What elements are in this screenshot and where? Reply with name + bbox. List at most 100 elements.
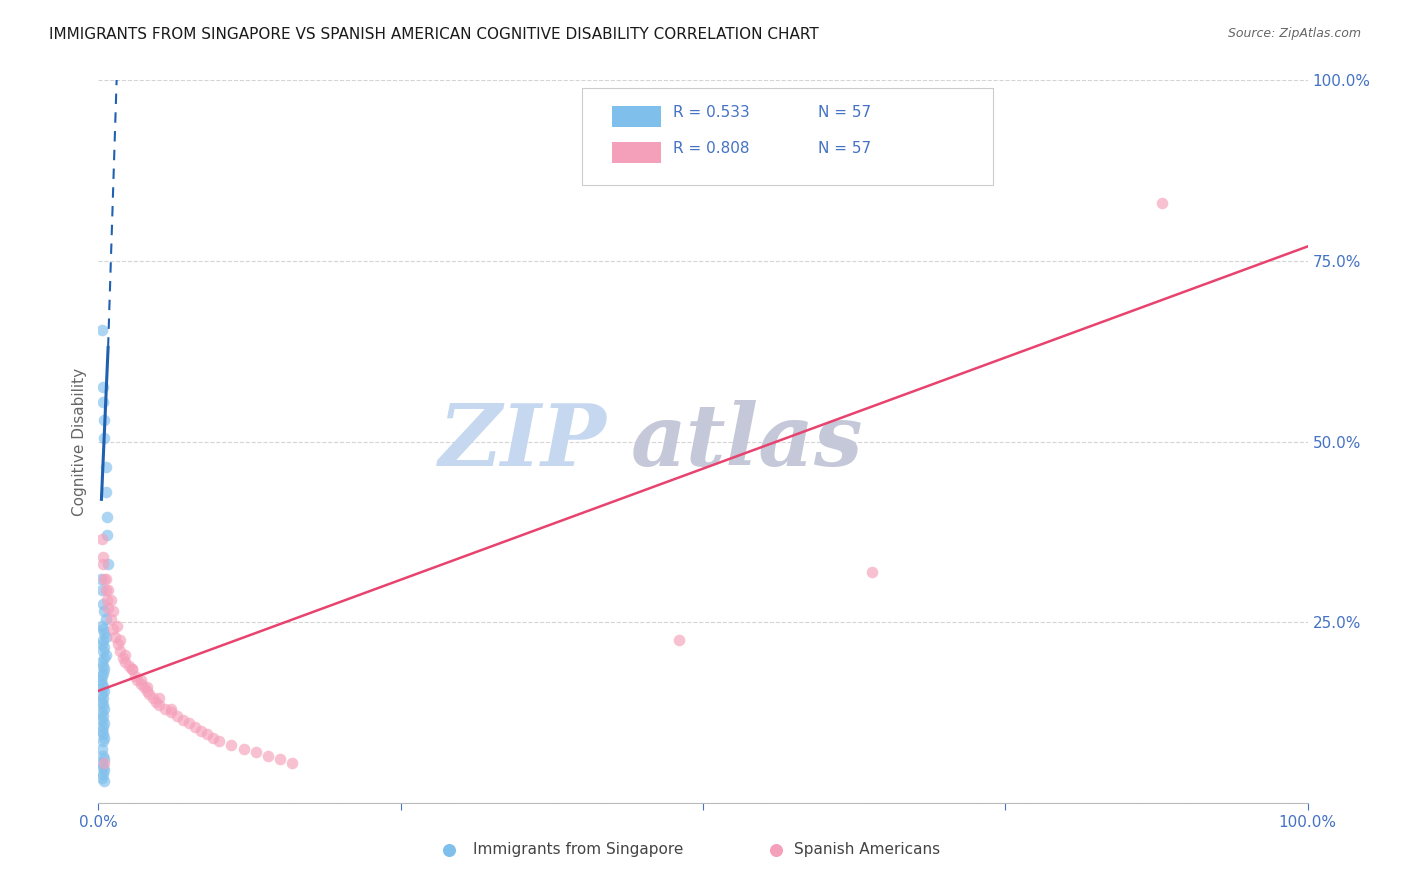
Point — [118, 658, 141, 673]
Point — [91, 394, 114, 409]
Point — [94, 611, 117, 625]
Text: IMMIGRANTS FROM SINGAPORE VS SPANISH AMERICAN COGNITIVE DISABILITY CORRELATION C: IMMIGRANTS FROM SINGAPORE VS SPANISH AME… — [49, 27, 818, 42]
Point — [245, 745, 267, 759]
Point — [91, 550, 114, 565]
Point — [135, 683, 157, 698]
Point — [93, 752, 115, 766]
Point — [101, 604, 124, 618]
Point — [101, 623, 124, 637]
Point — [94, 459, 117, 474]
Point — [91, 727, 114, 741]
Point — [94, 485, 117, 500]
Point — [129, 676, 152, 690]
Point — [160, 702, 183, 716]
Point — [108, 644, 131, 658]
Point — [91, 734, 114, 748]
Point — [91, 582, 114, 597]
Point — [91, 698, 114, 713]
Point — [94, 648, 117, 662]
Point — [91, 644, 114, 658]
Point — [281, 756, 304, 770]
Text: R = 0.533: R = 0.533 — [672, 105, 749, 120]
Point — [91, 706, 114, 720]
Point — [97, 600, 120, 615]
Point — [91, 619, 114, 633]
Point — [121, 662, 143, 676]
Point — [91, 665, 114, 680]
Point — [91, 720, 114, 734]
Point — [93, 731, 115, 745]
Point — [114, 655, 136, 669]
Point — [765, 843, 787, 857]
Point — [179, 716, 201, 731]
Text: ZIP: ZIP — [439, 400, 606, 483]
Point — [93, 626, 115, 640]
Y-axis label: Cognitive Disability: Cognitive Disability — [72, 368, 87, 516]
Point — [195, 727, 218, 741]
Point — [94, 630, 117, 644]
Point — [184, 720, 207, 734]
Point — [148, 691, 170, 706]
Point — [166, 709, 188, 723]
Point — [93, 604, 115, 618]
Point — [91, 695, 114, 709]
Point — [142, 691, 165, 706]
Point — [91, 633, 114, 648]
Point — [93, 764, 115, 778]
Point — [148, 698, 170, 713]
Point — [160, 706, 183, 720]
Point — [93, 640, 115, 655]
Point — [153, 702, 176, 716]
Point — [91, 380, 114, 394]
Point — [91, 623, 114, 637]
Point — [111, 651, 134, 665]
FancyBboxPatch shape — [613, 142, 661, 163]
Point — [94, 582, 117, 597]
Point — [96, 510, 118, 524]
Point — [91, 767, 114, 781]
Point — [91, 709, 114, 723]
Point — [91, 658, 114, 673]
Point — [91, 760, 114, 774]
Point — [108, 633, 131, 648]
Point — [93, 572, 115, 586]
Point — [172, 713, 194, 727]
Point — [93, 662, 115, 676]
Point — [96, 528, 118, 542]
Point — [91, 756, 114, 770]
FancyBboxPatch shape — [582, 87, 993, 185]
Point — [860, 565, 883, 579]
Point — [202, 731, 225, 745]
Point — [91, 741, 114, 756]
Text: R = 0.808: R = 0.808 — [672, 142, 749, 156]
Point — [96, 593, 118, 607]
Point — [221, 738, 243, 752]
Text: Source: ZipAtlas.com: Source: ZipAtlas.com — [1227, 27, 1361, 40]
Point — [91, 597, 114, 611]
Point — [91, 713, 114, 727]
Text: N = 57: N = 57 — [818, 105, 870, 120]
Point — [93, 431, 115, 445]
Point — [91, 322, 114, 336]
Point — [121, 662, 143, 676]
Point — [105, 619, 128, 633]
Point — [269, 752, 291, 766]
Point — [129, 673, 152, 687]
Point — [93, 716, 115, 731]
Point — [91, 669, 114, 683]
Point — [208, 734, 231, 748]
Point — [91, 532, 114, 546]
Point — [114, 648, 136, 662]
Point — [91, 748, 114, 763]
Point — [124, 669, 146, 683]
Point — [97, 558, 120, 572]
Point — [145, 695, 167, 709]
Point — [127, 673, 149, 687]
Text: atlas: atlas — [630, 400, 863, 483]
Point — [232, 741, 254, 756]
Point — [1152, 196, 1174, 211]
Point — [93, 774, 115, 789]
Point — [190, 723, 212, 738]
Text: Immigrants from Singapore: Immigrants from Singapore — [474, 842, 683, 857]
Point — [97, 582, 120, 597]
